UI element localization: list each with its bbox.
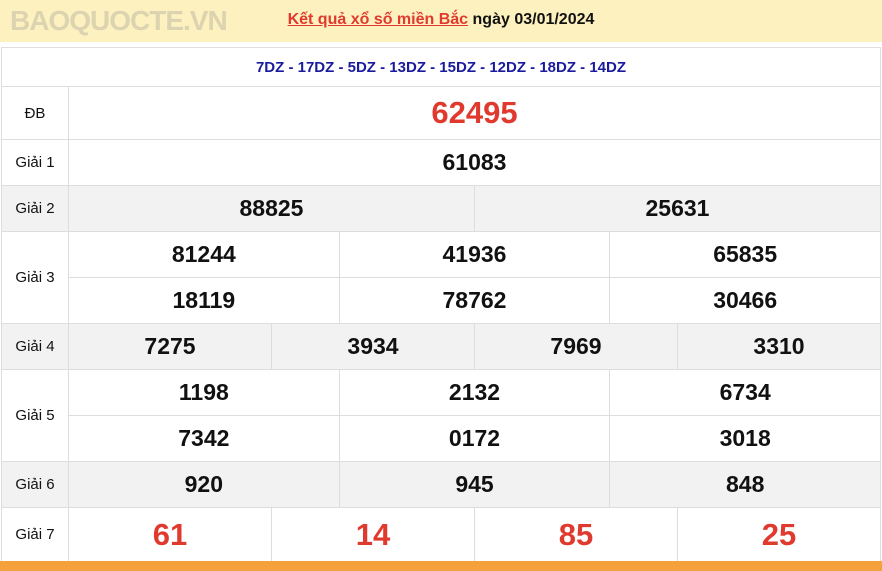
prize-label: Giải 6 bbox=[2, 462, 69, 507]
prize-number: 1198 bbox=[178, 379, 229, 405]
prize-number: 61 bbox=[152, 516, 188, 552]
prize-number: 61083 bbox=[442, 149, 507, 175]
ticket-codes: 7DZ - 17DZ - 5DZ - 13DZ - 15DZ - 12DZ - … bbox=[1, 48, 881, 87]
row-g1: Giải 1 61083 bbox=[1, 140, 881, 186]
prize-label: Giải 5 bbox=[2, 370, 69, 461]
prize-number: 7275 bbox=[144, 333, 196, 359]
prize-number: 65835 bbox=[609, 232, 880, 277]
prize-label: ĐB bbox=[2, 87, 69, 139]
prize-number: 30466 bbox=[609, 278, 880, 323]
prize-label: Giải 1 bbox=[2, 140, 69, 185]
prize-label: Giải 3 bbox=[2, 232, 69, 323]
prize-number: 920 bbox=[184, 471, 224, 497]
prize-number: 0172 bbox=[338, 416, 610, 461]
prize-number: 2132 bbox=[338, 370, 610, 415]
row-g4: Giải 4 7275 3934 7969 3310 bbox=[1, 324, 881, 370]
prize-number: 25 bbox=[677, 508, 880, 561]
prize-number: 78762 bbox=[338, 278, 610, 323]
prize-number: 41936 bbox=[338, 232, 610, 277]
prize-number: 25631 bbox=[474, 186, 880, 231]
page-header: Kết quả xổ số miền Bắc ngày 03/01/2024 bbox=[0, 0, 882, 42]
prize-number: 848 bbox=[609, 462, 880, 507]
prize-number: 3934 bbox=[271, 324, 474, 369]
prize-number: 18119 bbox=[172, 287, 236, 313]
prize-number: 3018 bbox=[609, 416, 880, 461]
results-link[interactable]: Kết quả xổ số miền Bắc bbox=[287, 11, 469, 28]
prize-number: 88825 bbox=[239, 195, 304, 221]
watermark-logo: BAOQUOCTE.VN bbox=[10, 5, 228, 36]
footer-bar bbox=[0, 561, 882, 571]
prize-label: Giải 4 bbox=[2, 324, 69, 369]
prize-number: 85 bbox=[474, 508, 677, 561]
prize-number: 945 bbox=[338, 462, 610, 507]
row-g7: Giải 7 61 14 85 25 bbox=[1, 508, 881, 562]
prize-label: Giải 2 bbox=[2, 186, 69, 231]
results-table: 7DZ - 17DZ - 5DZ - 13DZ - 15DZ - 12DZ - … bbox=[1, 47, 881, 562]
prize-number: 14 bbox=[271, 508, 474, 561]
row-g3: Giải 3 81244 41936 65835 18119 78762 304… bbox=[1, 232, 881, 324]
draw-date: ngày 03/01/2024 bbox=[472, 11, 595, 28]
prize-number: 7969 bbox=[474, 324, 677, 369]
special-prize-number: 62495 bbox=[431, 95, 518, 130]
prize-label: Giải 7 bbox=[2, 508, 69, 561]
row-special: ĐB 62495 bbox=[1, 87, 881, 140]
row-g6: Giải 6 920 945 848 bbox=[1, 462, 881, 508]
row-g5: Giải 5 1198 2132 6734 7342 0172 3018 bbox=[1, 370, 881, 462]
prize-number: 7342 bbox=[178, 425, 230, 451]
prize-number: 3310 bbox=[677, 324, 880, 369]
row-g2: Giải 2 88825 25631 bbox=[1, 186, 881, 232]
prize-number: 81244 bbox=[171, 241, 236, 267]
prize-number: 6734 bbox=[609, 370, 880, 415]
